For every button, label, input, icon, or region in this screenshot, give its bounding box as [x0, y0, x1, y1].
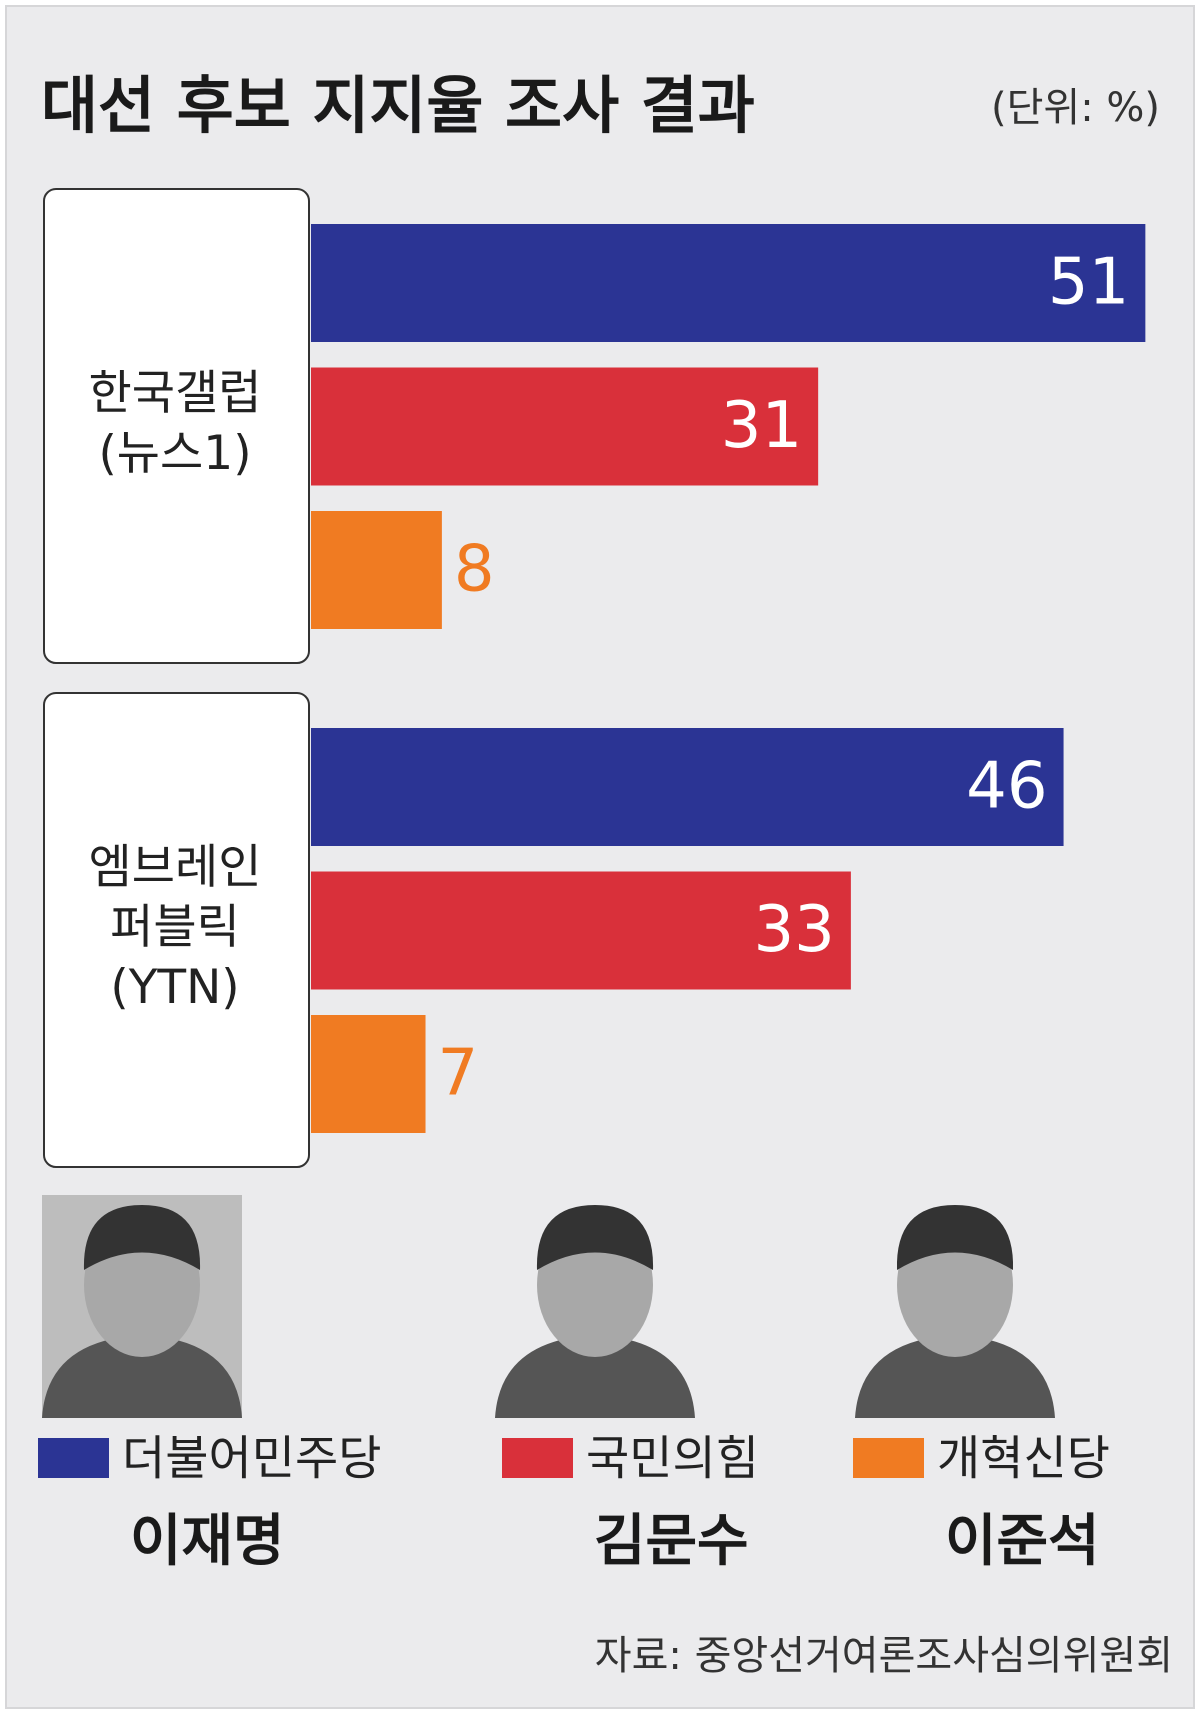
bar — [311, 224, 1146, 342]
value-label: 7 — [438, 1037, 479, 1111]
photo-hair — [83, 1205, 201, 1270]
photo-body — [495, 1335, 695, 1418]
bar — [311, 511, 442, 629]
bar — [311, 728, 1064, 846]
candidate-name: 이준석 — [945, 1509, 1100, 1574]
group-box — [43, 188, 310, 664]
photo-hair — [896, 1205, 1014, 1270]
chart-title: 대선 후보 지지율 조사 결과 — [41, 69, 755, 142]
bar — [311, 871, 851, 990]
value-label: 51 — [1048, 246, 1129, 320]
candidate-photo — [855, 1195, 1055, 1418]
photo-body — [42, 1335, 242, 1418]
legend-label: 개혁신당 — [937, 1432, 1110, 1487]
legend-swatch — [853, 1438, 924, 1478]
candidate-name: 이재명 — [130, 1509, 285, 1574]
legend-label: 더불어민주당 — [122, 1432, 381, 1487]
bar — [311, 1015, 426, 1133]
candidate-photo — [42, 1195, 242, 1418]
value-label: 33 — [753, 893, 834, 967]
bar — [311, 367, 819, 486]
photo-body — [855, 1335, 1055, 1418]
legend-label: 국민의힘 — [586, 1432, 759, 1487]
value-label: 46 — [966, 750, 1047, 824]
unit-label: (단위: %) — [991, 85, 1160, 131]
group-box — [43, 692, 310, 1168]
source: 자료: 중앙선거여론조사심의위원회 — [595, 1633, 1173, 1679]
legend-swatch — [502, 1438, 573, 1478]
value-label: 31 — [721, 389, 802, 463]
photo-hair — [536, 1205, 654, 1270]
candidate-photo — [495, 1195, 695, 1418]
value-label: 8 — [454, 533, 495, 607]
candidate-name: 김문수 — [594, 1509, 749, 1574]
legend-swatch — [38, 1438, 109, 1478]
category-label: 엠브레인 퍼블릭 (YTN) — [89, 840, 262, 1015]
category-label: 한국갤럽 (뉴스1) — [89, 366, 262, 481]
